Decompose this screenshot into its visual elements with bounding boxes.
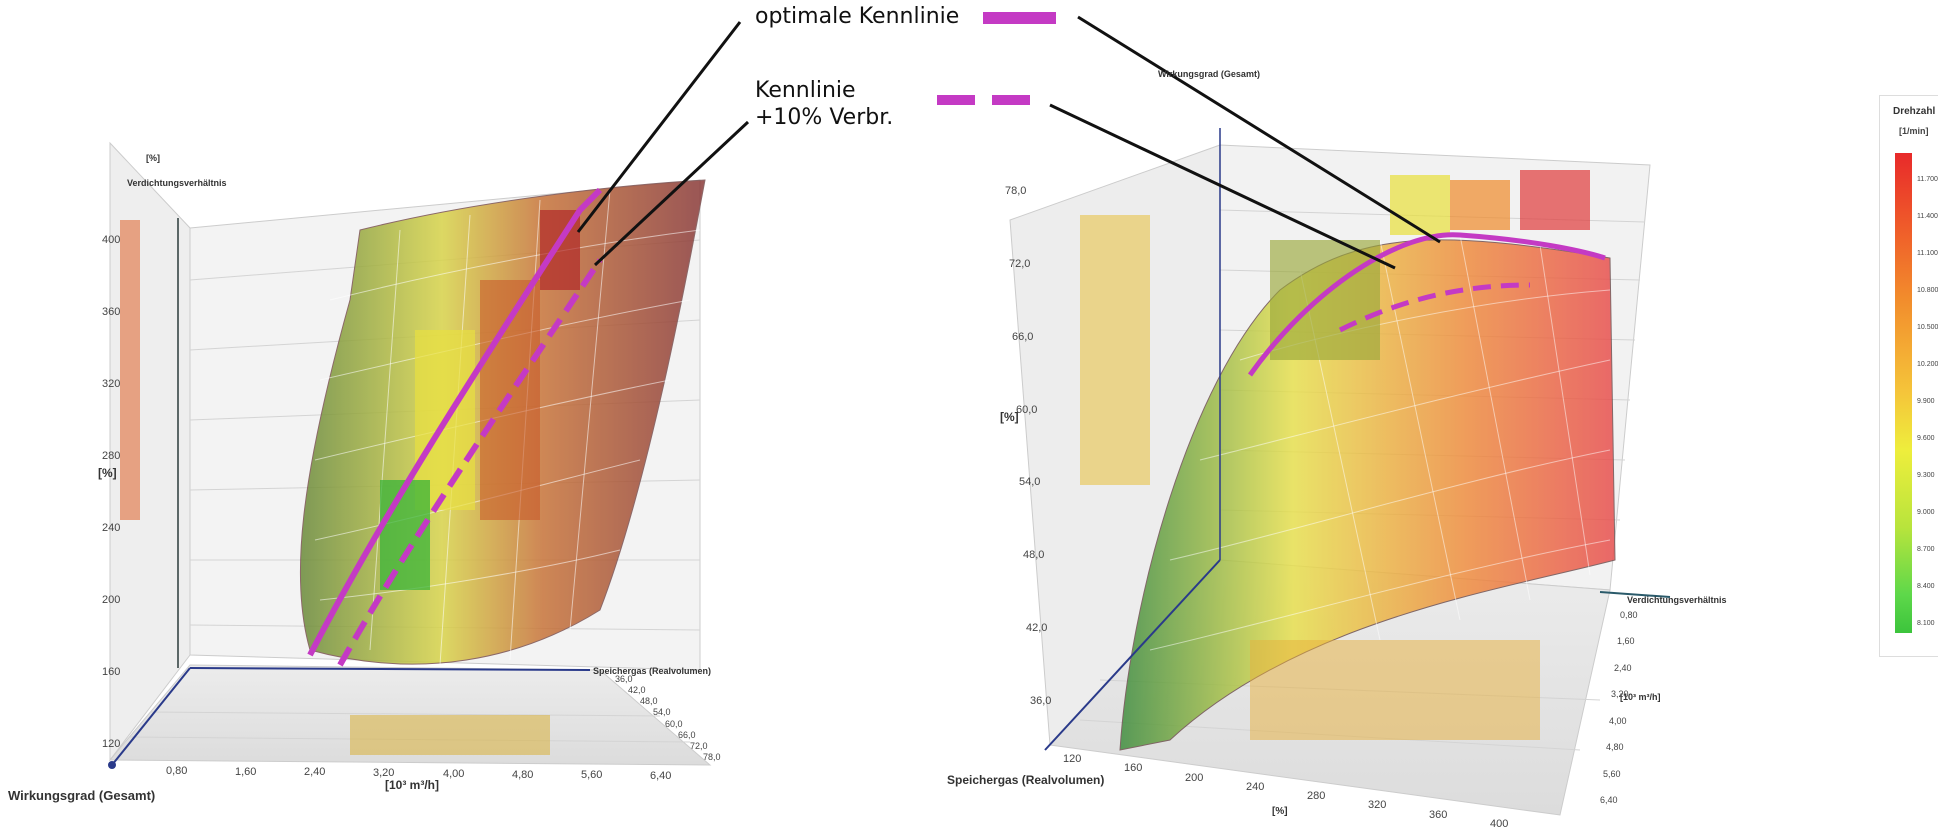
left-z-tick: 160 (102, 666, 121, 678)
left-x-axis (111, 667, 191, 766)
right-z-tick: 54,0 (1019, 476, 1041, 488)
left-y-axis-title: Speichergas (Realvolumen) (593, 666, 712, 676)
legend-tick: 8.400 (1917, 583, 1935, 590)
left-y-tick: 48,0 (640, 696, 658, 706)
right-scatter-cloud (1080, 170, 1590, 740)
legend-unit: [1/min] (1899, 126, 1929, 136)
left-y-tick: 72,0 (690, 741, 708, 751)
right-x-tick: 160 (1124, 762, 1143, 774)
left-y-tick: 36,0 (615, 674, 633, 684)
right-z-axis-title: Wirkungsgrad (Gesamt) (1158, 69, 1260, 79)
left-x-tick: 4,00 (443, 768, 465, 780)
left-z-axis-title: Verdichtungsverhältnis (127, 178, 227, 188)
left-z-tick: 200 (102, 594, 121, 606)
legend-tick: 11.400 (1917, 213, 1938, 220)
right-y-tick: 3,20 (1611, 689, 1629, 699)
right-z-tick: 66,0 (1012, 331, 1034, 343)
left-origin (108, 761, 116, 769)
right-y-axis-title: Verdichtungsverhältnis (1627, 595, 1727, 605)
legend-tick: 10.500 (1917, 324, 1938, 331)
right-y-tick: 2,40 (1614, 663, 1632, 673)
left-x-axis-title: Wirkungsgrad (Gesamt) (8, 788, 156, 803)
legend-tick: 11.700 (1917, 176, 1938, 183)
right-chart (1009, 128, 1671, 816)
left-z-tick: 120 (102, 738, 121, 750)
right-x-tick: 280 (1307, 790, 1326, 802)
left-z-axis-unit: [%] (146, 153, 160, 163)
annotation-optimal-label: optimale Kennlinie (755, 4, 960, 29)
right-z-tick: 60,0 (1016, 404, 1038, 416)
right-optimal-line (1247, 232, 1606, 377)
legend-tick: 10.800 (1917, 287, 1938, 294)
right-x-axis-unit: [%] (1272, 806, 1288, 817)
right-y-tick: 6,40 (1600, 795, 1618, 805)
legend-tick: 8.700 (1917, 546, 1935, 553)
left-x-tick: 2,40 (304, 766, 326, 778)
annotation-optimal-swatch (983, 12, 1056, 24)
legend-tick: 8.100 (1917, 620, 1935, 627)
left-y-tick: 66,0 (678, 730, 696, 740)
left-x-tick: 3,20 (373, 767, 395, 779)
left-optimal-line (307, 187, 603, 657)
annotation-plus10-label-2: +10% Verbr. (755, 105, 894, 130)
left-y-axis (189, 667, 591, 671)
right-z-axis-unit: [%] (1000, 410, 1019, 424)
right-z-tick: 72,0 (1009, 258, 1031, 270)
right-y-tick: 4,00 (1609, 716, 1627, 726)
left-z-tick: 280 (102, 450, 121, 462)
left-y-tick: 60,0 (665, 719, 683, 729)
right-x-tick: 120 (1063, 753, 1082, 765)
annotation-plus10-swatch-a (937, 95, 975, 105)
legend-tick: 9.600 (1917, 435, 1935, 442)
right-z-tick: 36,0 (1030, 695, 1052, 707)
right-z-tick: 48,0 (1023, 549, 1045, 561)
right-x-axis (1044, 559, 1221, 751)
right-y-axis (1599, 591, 1671, 598)
right-y-tick: 0,80 (1620, 610, 1638, 620)
right-plus10-line (1338, 282, 1531, 333)
right-x-tick: 240 (1246, 781, 1265, 793)
right-z-tick: 42,0 (1026, 622, 1048, 634)
left-y-tick: 42,0 (628, 685, 646, 695)
left-chart (108, 141, 712, 769)
left-z-tick: 240 (102, 522, 121, 534)
right-z-tick: 78,0 (1005, 185, 1027, 197)
annotation-plus10-swatch-b (992, 95, 1030, 105)
left-y-axis-unit: [10³ m³/h] (385, 778, 439, 792)
left-x-tick: 1,60 (235, 766, 257, 778)
left-x-tick: 4,80 (512, 769, 534, 781)
right-x-axis-title: Speichergas (Realvolumen) (947, 773, 1105, 787)
right-y-axis-unit: [10³ m³/h] (1620, 692, 1661, 702)
legend-tick: 9.900 (1917, 398, 1935, 405)
left-z-tick: 320 (102, 378, 121, 390)
right-x-tick: 400 (1490, 818, 1509, 830)
legend-title: Drehzahl (1893, 106, 1936, 117)
legend-tick: 9.000 (1917, 509, 1935, 516)
right-x-tick: 200 (1185, 772, 1204, 784)
right-y-tick: 5,60 (1603, 769, 1621, 779)
legend-tick: 10.200 (1917, 361, 1938, 368)
right-x-tick: 360 (1429, 809, 1448, 821)
annotation-plus10-label-1: Kennlinie (755, 78, 856, 103)
legend-color-bar (1895, 153, 1912, 633)
left-x-axis-unit: [%] (98, 466, 117, 480)
right-y-tick: 4,80 (1606, 742, 1624, 752)
legend-tick: 11.100 (1917, 250, 1938, 257)
color-legend: Drehzahl [1/min] 11.700 11.400 11.100 10.80… (1879, 95, 1938, 657)
annotation-pointers (576, 12, 1441, 270)
legend-tick: 9.300 (1917, 472, 1935, 479)
left-y-tick: 78,0 (703, 752, 721, 762)
left-plus10-line (337, 258, 603, 667)
left-y-tick: 54,0 (653, 707, 671, 717)
left-z-tick: 400 (102, 234, 121, 246)
right-x-tick: 320 (1368, 799, 1387, 811)
right-y-tick: 1,60 (1617, 636, 1635, 646)
left-z-tick: 360 (102, 306, 121, 318)
left-x-tick: 5,60 (581, 769, 603, 781)
left-x-tick: 0,80 (166, 765, 188, 777)
left-x-tick: 6,40 (650, 770, 672, 782)
